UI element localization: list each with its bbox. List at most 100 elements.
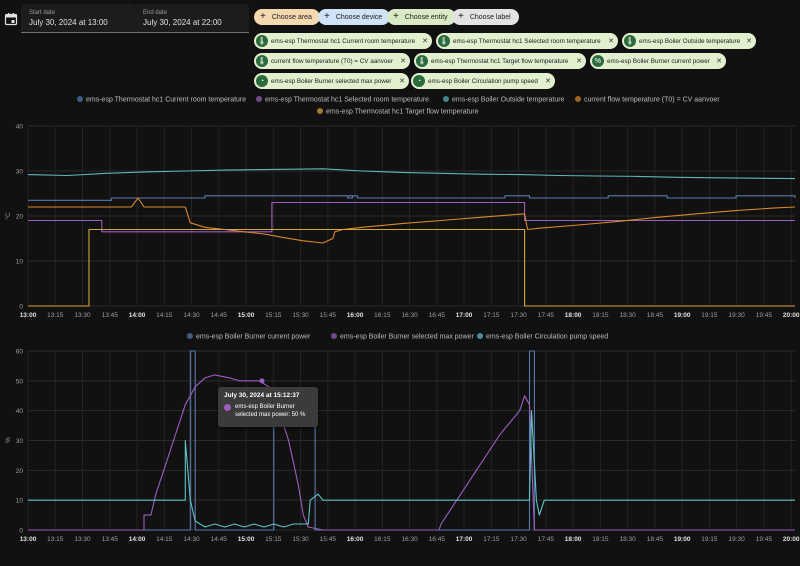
legend-label: ems-esp Boiler Outside temperature [452,97,565,104]
x-tick-label: 19:30 [729,536,746,543]
tooltip-series-dot [224,404,231,411]
x-tick-label: 15:45 [320,312,337,319]
x-tick-label: 19:15 [701,312,718,319]
choose-device-button[interactable]: + Choose device [318,9,391,25]
close-icon[interactable]: ✕ [716,58,722,65]
legend-label: ems-esp Boiler Circulation pump speed [486,334,608,341]
legend-marker [77,96,83,102]
x-tick-label: 17:00 [456,536,473,543]
choose-label-button[interactable]: + Choose label [452,9,519,25]
series-line [28,228,795,307]
x-tick-label: 15:30 [292,312,309,319]
y-tick-label: 20 [16,468,24,475]
y-tick-label: 60 [16,349,24,356]
x-tick-label: 13:15 [47,312,64,319]
x-tick-label: 16:00 [347,312,364,319]
x-tick-label: 14:45 [211,536,228,543]
x-tick-label: 19:30 [729,312,746,319]
start-date-label: Start date [29,10,56,16]
thermometer-icon: 🌡 [438,35,450,47]
close-icon[interactable]: ✕ [545,78,551,85]
x-tick-label: 17:15 [483,312,500,319]
entity-chip-pump-speed[interactable]: ◔ ems-esp Boiler Circulation pump speed ✕ [411,73,555,89]
plus-icon: + [393,11,399,22]
entity-chip-current-room[interactable]: 🌡 ems-esp Thermostat hc1 Current room tem… [254,33,432,49]
x-tick-label: 18:30 [619,312,636,319]
x-tick-label: 13:00 [20,536,37,543]
thermometer-icon: 🌡 [624,35,636,47]
x-tick-label: 17:45 [538,312,555,319]
close-icon[interactable]: ✕ [399,78,405,85]
plus-icon: + [324,11,330,22]
x-tick-label: 18:45 [647,536,664,543]
legend-marker [187,333,193,339]
close-icon[interactable]: ✕ [422,38,428,45]
x-tick-label: 13:00 [20,312,37,319]
x-tick-label: 17:30 [510,536,527,543]
y-tick-label: 0 [19,304,23,311]
x-tick-label: 20:00 [783,312,800,319]
x-tick-label: 19:00 [674,536,691,543]
entity-chip-max-power[interactable]: ◔ ems-esp Boiler Burner selected max powe… [254,73,409,89]
calendar-icon[interactable] [4,12,18,26]
x-tick-label: 19:45 [756,312,773,319]
x-tick-label: 19:00 [674,312,691,319]
close-icon[interactable]: ✕ [400,58,406,65]
close-icon[interactable]: ✕ [576,58,582,65]
x-tick-label: 13:45 [102,536,119,543]
x-tick-label: 14:00 [129,536,146,543]
legend-marker [575,96,581,102]
choose-area-button[interactable]: + Choose area [254,9,320,25]
x-tick-label: 16:30 [401,312,418,319]
choose-entity-button[interactable]: + Choose entity [387,9,456,25]
thermometer-icon: 🌡 [256,55,268,67]
y-tick-label: 40 [16,124,24,131]
close-icon[interactable]: ✕ [608,38,614,45]
x-tick-label: 18:15 [592,536,609,543]
legend-label: ems-esp Boiler Burner current power [196,334,311,341]
y-axis-label: % [5,437,12,443]
entity-chip-burner-power[interactable]: % ems-esp Boiler Burner current power ✕ [590,53,726,69]
x-tick-label: 18:45 [647,312,664,319]
x-tick-label: 15:45 [320,536,337,543]
x-tick-label: 13:30 [74,312,91,319]
legend-marker [256,96,262,102]
legend-label: ems-esp Thermostat hc1 Selected room tem… [265,97,429,104]
end-date-value: July 30, 2024 at 22:00 [143,18,222,27]
series-line [28,197,796,244]
x-tick-label: 15:30 [292,536,309,543]
series-line [28,195,796,201]
y-tick-label: 10 [16,259,24,266]
x-tick-label: 14:15 [156,312,173,319]
series-line [28,374,795,531]
entity-chip-target-flow[interactable]: 🌡 ems-esp Thermostat hc1 Target flow temp… [414,53,586,69]
entity-chip-selected-room[interactable]: 🌡 ems-esp Thermostat hc1 Selected room te… [436,33,618,49]
x-tick-label: 13:15 [47,536,64,543]
gauge-icon: ◔ [413,75,425,87]
end-date-field[interactable]: End date July 30, 2024 at 22:00 [135,4,249,33]
y-tick-label: 30 [16,438,24,445]
entity-chip-outside[interactable]: 🌡 ems-esp Boiler Outside temperature ✕ [622,33,756,49]
plus-icon: + [260,11,266,22]
entity-chip-flow[interactable]: 🌡 current flow temperature (T0) = CV aanv… [254,53,410,69]
x-tick-label: 18:15 [592,312,609,319]
legend-label: current flow temperature (T0) = CV aanvo… [584,97,720,104]
y-axis-label: °C [4,212,12,220]
x-tick-label: 14:45 [211,312,228,319]
x-tick-label: 16:45 [429,312,446,319]
y-tick-label: 10 [16,498,24,505]
legend-label: ems-esp Thermostat hc1 Current room temp… [86,97,246,104]
x-tick-label: 16:30 [401,536,418,543]
x-tick-label: 17:00 [456,312,473,319]
legend-label: ems-esp Boiler Burner selected max power [340,334,475,341]
x-tick-label: 15:15 [265,312,282,319]
x-tick-label: 18:30 [619,536,636,543]
x-tick-label: 14:30 [183,536,200,543]
plus-icon: + [458,11,464,22]
x-tick-label: 16:15 [374,312,391,319]
close-icon[interactable]: ✕ [746,38,752,45]
chart-1: 0 10 20 30 40 13:00 13:15 13:30 13:45 14:00 14:15 1… [4,96,800,319]
start-date-field[interactable]: Start date July 30, 2024 at 13:00 [21,4,135,33]
series-line [28,410,795,528]
